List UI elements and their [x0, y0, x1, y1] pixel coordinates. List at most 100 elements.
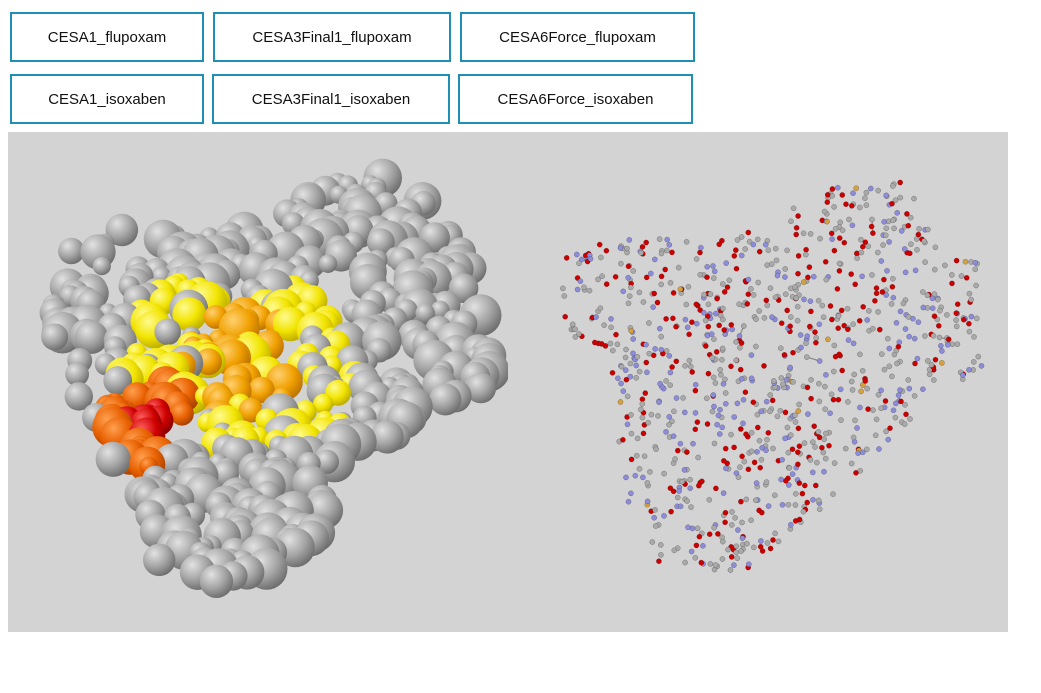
atom [897, 308, 904, 315]
atom [792, 419, 799, 425]
cesa6force-isoxaben-button[interactable]: CESA6Force_isoxaben [458, 74, 693, 124]
atom [795, 425, 802, 432]
atom [836, 351, 843, 358]
atom [834, 184, 841, 191]
atom [722, 390, 729, 396]
atom [696, 533, 703, 540]
atom [561, 293, 568, 299]
atom [700, 309, 707, 316]
atom [701, 291, 707, 298]
atom [841, 239, 848, 246]
atom [858, 388, 864, 395]
molecule-viewer[interactable] [8, 132, 1008, 632]
atom [599, 273, 605, 280]
atom [859, 382, 866, 388]
atom [778, 320, 785, 327]
atom [949, 280, 955, 287]
cesa3final1-flupoxam-button[interactable]: CESA3Final1_flupoxam [213, 12, 451, 62]
atom [770, 445, 776, 452]
atom [739, 535, 746, 542]
atom [850, 434, 857, 441]
atom [692, 410, 699, 416]
atom [959, 372, 966, 378]
atom [848, 460, 855, 467]
atom [831, 460, 838, 466]
atom [719, 237, 725, 244]
atom [953, 323, 960, 330]
atom [684, 449, 690, 455]
atom [795, 270, 801, 277]
atom [663, 348, 670, 354]
atom [787, 314, 794, 320]
atom [779, 501, 786, 508]
atom [643, 359, 650, 366]
atom [830, 491, 836, 497]
protein-surface-view[interactable] [8, 132, 508, 632]
atom [720, 316, 726, 323]
atom [890, 217, 896, 224]
atom [721, 327, 728, 333]
atom [838, 417, 844, 423]
atom [921, 238, 927, 244]
atom [644, 479, 651, 486]
atom [750, 399, 757, 406]
atom [811, 423, 818, 430]
atom [687, 363, 694, 370]
atom [609, 347, 616, 354]
atom [731, 253, 738, 259]
atom [939, 360, 945, 366]
atom [783, 376, 790, 383]
atom [733, 265, 740, 272]
atom [573, 251, 580, 258]
atom [931, 313, 938, 320]
atom [789, 471, 796, 477]
atom [656, 399, 662, 405]
atom [638, 249, 644, 256]
atom [844, 305, 851, 312]
atom [830, 396, 837, 403]
surface-atom [92, 257, 111, 276]
atom [898, 398, 904, 405]
atom [692, 554, 699, 561]
surface-atom [170, 402, 194, 426]
atom [853, 185, 860, 192]
atom [772, 294, 779, 301]
atom [658, 333, 665, 340]
atom [796, 516, 803, 523]
atom [628, 327, 635, 334]
cesa3final1-isoxaben-button[interactable]: CESA3Final1_isoxaben [212, 74, 450, 124]
atom [767, 285, 774, 291]
atom [885, 436, 892, 443]
atom [640, 299, 647, 305]
atom [667, 485, 674, 492]
atom [602, 343, 609, 349]
atom [966, 366, 972, 373]
atom [748, 286, 754, 292]
atom [661, 513, 667, 519]
surface-atom [313, 393, 334, 414]
atom [750, 241, 757, 248]
atom [824, 199, 831, 206]
atom [819, 302, 826, 309]
cesa1-flupoxam-button[interactable]: CESA1_flupoxam [10, 12, 204, 62]
atom [822, 383, 828, 390]
atom [707, 291, 714, 297]
atom [924, 358, 931, 364]
atom [968, 296, 975, 303]
atom [816, 434, 823, 441]
cesa1-isoxaben-button[interactable]: CESA1_isoxaben [10, 74, 204, 124]
atom [903, 411, 909, 418]
ball-and-stick-view[interactable] [8, 132, 1008, 632]
atom [822, 455, 829, 462]
atom [857, 351, 863, 358]
atom [815, 429, 822, 435]
surface-atom [314, 449, 339, 474]
cesa6force-flupoxam-button[interactable]: CESA6Force_flupoxam [460, 12, 695, 62]
surface-atom [65, 362, 89, 387]
atom [731, 562, 737, 568]
atom [978, 363, 985, 369]
atom [737, 366, 744, 373]
atom [712, 380, 719, 386]
atom [644, 498, 651, 505]
atom [856, 204, 863, 211]
